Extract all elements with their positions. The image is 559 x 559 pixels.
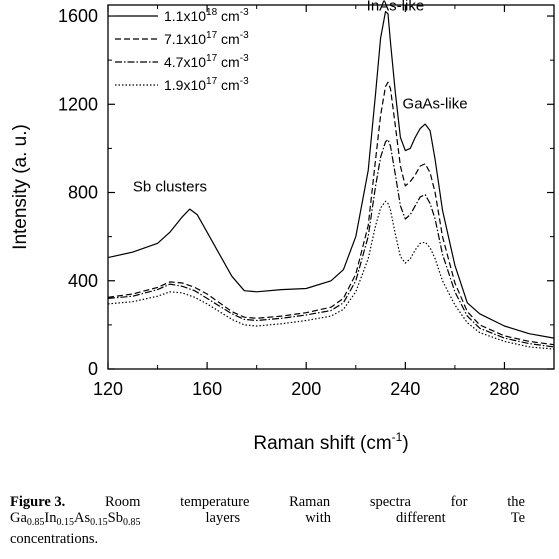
figure-caption: Figure 3. Room temperature Raman spectra… [10, 494, 525, 547]
series-line-1 [107, 11, 555, 339]
caption-word: layers [205, 510, 241, 526]
y-tick-label: 1200 [58, 94, 98, 114]
x-tick-label: 160 [192, 379, 222, 399]
plot-frame [107, 4, 555, 370]
legend-label: 4.7x1017 cm-3 [164, 53, 249, 70]
y-tick-label: 800 [68, 183, 98, 203]
x-axis-label: Raman shift (cm-1) [253, 430, 408, 454]
caption-word: different [396, 510, 446, 526]
legend-label: 7.1x1017 cm-3 [164, 30, 249, 47]
raman-chart: 120 160 200 240 280 0 400 800 1200 1600 1.1x1018 … [10, 0, 555, 454]
caption-word: spectra [369, 494, 411, 510]
chart-annotation: InAs-like [367, 0, 425, 15]
series-line-4 [107, 200, 555, 350]
x-tick-label: 200 [291, 379, 321, 399]
x-tick-label: 240 [390, 379, 420, 399]
caption-word: with [305, 510, 331, 526]
x-tick-label: 280 [489, 379, 519, 399]
legend-label: 1.1x1018 cm-3 [164, 7, 249, 24]
legend-label: 1.9x1017 cm-3 [164, 76, 249, 93]
caption-line-3: concentrations. [10, 531, 99, 547]
y-axis-label: Intensity (a. u.) [10, 124, 31, 250]
y-tick-label: 400 [68, 271, 98, 291]
x-tick-label: 120 [93, 379, 123, 399]
y-tick-label: 0 [88, 359, 98, 379]
caption-word: Raman [289, 494, 331, 510]
caption-word: for [450, 494, 468, 510]
y-tick-label: 1600 [58, 6, 98, 26]
caption-figure-label: Figure 3. [10, 494, 66, 510]
caption-word: temperature [180, 494, 250, 510]
chart-annotation: Sb clusters [133, 178, 207, 195]
caption-formula: Ga0.85In0.15As0.15Sb0.85 [10, 510, 141, 528]
chart-annotation: GaAs-like [403, 96, 468, 113]
series-line-2 [107, 81, 555, 346]
caption-word: Te [510, 510, 525, 526]
caption-word: the [507, 494, 525, 510]
series-line-3 [107, 139, 555, 348]
caption-word: Room [105, 494, 141, 510]
